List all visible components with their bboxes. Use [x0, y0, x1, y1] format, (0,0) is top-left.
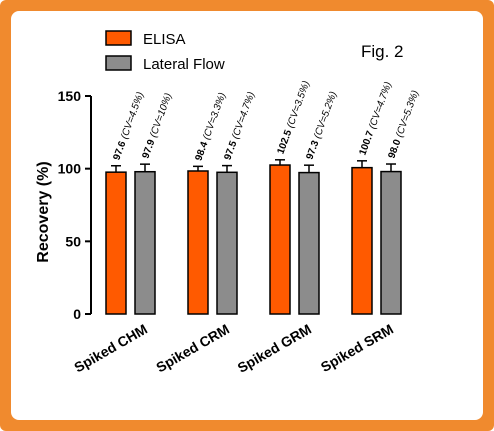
chart-panel: ELISA Lateral Flow Fig. 2 Recovery (%) 0 5…: [11, 11, 483, 420]
y-tick-label: 0: [73, 306, 81, 322]
data-value: 97.6: [111, 139, 128, 161]
cv-label: (CV=4.7%): [367, 81, 394, 131]
legend: ELISA Lateral Flow: [105, 30, 225, 73]
data-value: 97.9: [140, 138, 157, 160]
x-tick-labels: Spiked CHM Spiked CRM Spiked GRM Spiked SRM: [71, 321, 396, 376]
data-label: 97.9(CV=10%): [140, 92, 174, 160]
data-label: 100.7(CV=4.7%): [357, 81, 394, 157]
data-label: 97.6(CV=4.5%): [111, 91, 146, 162]
recovery-bar-chart: ELISA Lateral Flow Fig. 2 Recovery (%) 0 5…: [35, 30, 421, 376]
legend-label: Lateral Flow: [143, 56, 225, 73]
x-tick-label: Spiked CRM: [153, 321, 232, 376]
data-value: 98.4: [193, 140, 210, 162]
cv-label: (CV=5.2%): [312, 90, 339, 140]
legend-label: ELISA: [143, 31, 186, 48]
legend-swatch: [105, 55, 132, 71]
axes: 0 50 100 150: [58, 88, 92, 322]
data-value: 98.0: [386, 138, 403, 160]
bar: [187, 170, 209, 315]
cv-label: (CV=4.7%): [230, 91, 257, 141]
data-label: 97.5(CV=4.7%): [222, 91, 257, 162]
cv-label: (CV=10%): [148, 92, 174, 139]
x-tick-label: Spiked SRM: [318, 321, 396, 375]
bar: [380, 170, 402, 315]
x-tick-label: Spiked GRM: [235, 321, 314, 376]
bar: [269, 164, 291, 315]
cv-label: (CV=3.5%): [285, 80, 312, 130]
data-value: 97.3: [304, 139, 321, 161]
y-tick-label: 50: [65, 233, 81, 249]
data-label: 98.0(CV=5.3%): [386, 89, 421, 160]
y-tick-label: 100: [58, 161, 82, 177]
cv-label: (CV=4.5%): [119, 91, 146, 141]
bars: 97.6(CV=4.5%)97.9(CV=10%)98.4(CV=3.3%)97…: [105, 80, 421, 315]
y-axis-label: Recovery (%): [35, 161, 52, 262]
data-value: 100.7: [357, 129, 376, 157]
y-tick-label: 150: [58, 88, 82, 104]
data-value: 97.5: [222, 139, 239, 161]
x-tick-label: Spiked CHM: [71, 321, 150, 376]
data-value: 102.5: [275, 128, 294, 156]
bar: [351, 166, 373, 315]
legend-swatch: [105, 30, 132, 46]
data-label: 102.5(CV=3.5%): [275, 80, 312, 156]
cv-label: (CV=5.3%): [394, 89, 421, 139]
bar: [105, 171, 127, 315]
bar: [216, 171, 238, 315]
bar: [134, 170, 156, 315]
data-label: 98.4(CV=3.3%): [193, 91, 228, 162]
data-label: 97.3(CV=5.2%): [304, 90, 339, 161]
bar: [298, 171, 320, 315]
cv-label: (CV=3.3%): [201, 91, 228, 141]
figure-label: Fig. 2: [361, 42, 404, 61]
